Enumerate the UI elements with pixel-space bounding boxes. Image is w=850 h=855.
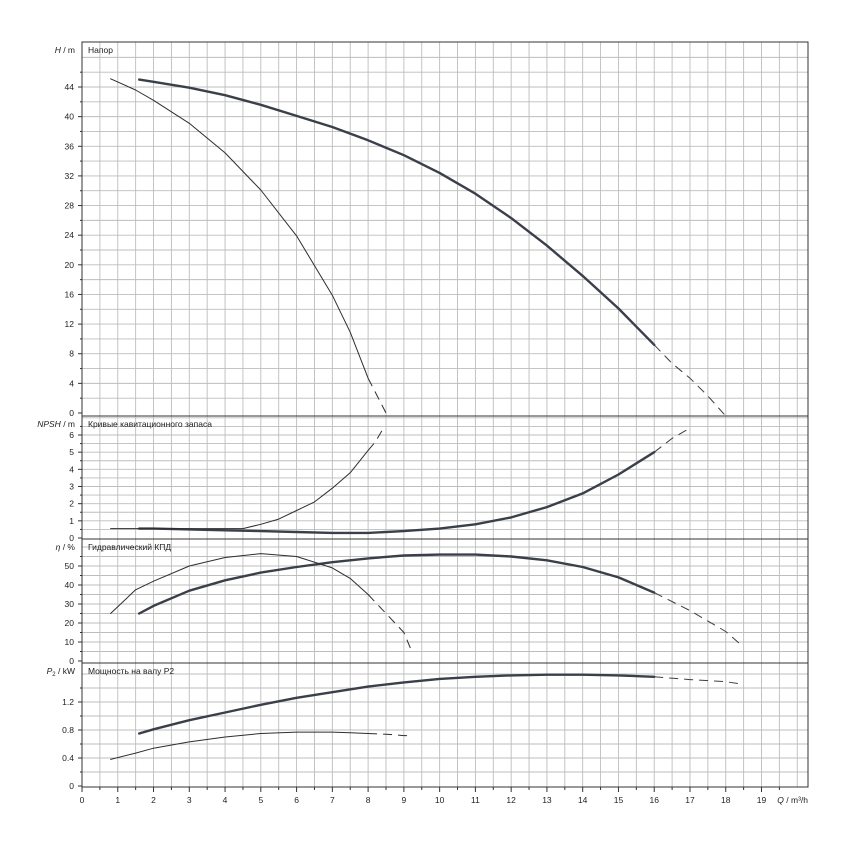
- y-tick-label: 4: [69, 378, 74, 388]
- curve-heavy-extension-efficiency: [653, 592, 741, 645]
- panel-efficiency: 0 10 20 30 40 50 η / % Гидравлический КПД: [56, 538, 809, 666]
- y-tick-label: 50: [65, 561, 75, 571]
- x-axis-label: Q / m³/h: [777, 795, 808, 805]
- curve-thin-extension-efficiency: [367, 594, 412, 650]
- x-tick-label: 2: [151, 795, 156, 805]
- y-axis-label: η / %: [56, 542, 76, 552]
- panel-title: Гидравлический КПД: [88, 542, 171, 552]
- y-axis-label: H / m: [55, 45, 75, 55]
- panel-title: Мощность на валу P2: [88, 666, 174, 676]
- curve-thin-npsh: [110, 449, 369, 530]
- y-tick-label: 0: [69, 408, 74, 418]
- x-tick-label: 15: [614, 795, 624, 805]
- x-tick-label: 13: [542, 795, 552, 805]
- panel-frame: [81, 538, 809, 664]
- y-tick-label: 20: [65, 260, 75, 270]
- curve-thin-power: [110, 731, 369, 760]
- y-tick-label: 6: [69, 430, 74, 440]
- panel-head: 0 4 8 12 16 20 24 28 32 36 40 44 H / m Напор: [55, 41, 809, 418]
- panel-frame: [81, 41, 809, 417]
- curve-heavy-extension-npsh: [653, 427, 691, 453]
- y-tick-label: 32: [65, 171, 75, 181]
- curve-heavy-extension-head: [653, 344, 727, 416]
- y-tick-label: 36: [65, 141, 75, 151]
- curves: [110, 553, 741, 650]
- y-tick-label: 0: [69, 781, 74, 791]
- y-tick-label: 10: [65, 637, 75, 647]
- curve-thin-extension-npsh: [367, 429, 383, 451]
- curve-heavy-npsh: [137, 451, 656, 535]
- curve-thin-efficiency: [110, 553, 369, 614]
- curve-heavy-efficiency: [137, 553, 656, 615]
- x-tick-label: 9: [402, 795, 407, 805]
- y-tick-label: 0.4: [62, 753, 74, 763]
- y-tick-label: 0: [69, 533, 74, 543]
- curve-thin-extension-power: [368, 733, 411, 737]
- x-tick-label: 4: [223, 795, 228, 805]
- y-tick-label: 16: [65, 289, 75, 299]
- y-tick-label: 30: [65, 599, 75, 609]
- curve-heavy-power: [137, 673, 656, 735]
- panel-power: 00.40.81.2P2 / kW Мощность на валу P20 1 2 3…: [47, 662, 809, 805]
- curves: [110, 78, 727, 416]
- y-tick-label: 0: [69, 656, 74, 666]
- x-tick-label: 14: [578, 795, 588, 805]
- x-tick-label: 3: [187, 795, 192, 805]
- y-tick-label: 2: [69, 499, 74, 509]
- curves: [110, 427, 691, 535]
- curve-heavy-extension-power: [654, 676, 741, 685]
- x-tick-label: 12: [506, 795, 516, 805]
- curve-heavy-head: [137, 78, 656, 346]
- x-tick-label: 5: [258, 795, 263, 805]
- y-tick-label: 0.8: [62, 725, 74, 735]
- x-tick-label: 11: [471, 795, 480, 805]
- panel-title: Напор: [88, 45, 113, 55]
- x-tick-label: 18: [721, 795, 731, 805]
- x-tick-label: 19: [757, 795, 767, 805]
- panel-title: Кривые кавитационного запаса: [88, 419, 212, 429]
- y-tick-label: 1.2: [62, 697, 74, 707]
- x-tick-label: 10: [435, 795, 445, 805]
- y-axis-label: P2 / kW: [47, 666, 75, 678]
- curves: [110, 673, 741, 760]
- y-tick-label: 24: [65, 230, 75, 240]
- y-tick-label: 8: [69, 349, 74, 359]
- x-tick-label: 8: [366, 795, 371, 805]
- y-tick-label: 28: [65, 201, 75, 211]
- y-tick-label: 4: [69, 464, 74, 474]
- x-tick-label: 17: [685, 795, 695, 805]
- x-tick-label: 7: [330, 795, 335, 805]
- y-tick-label: 1: [69, 516, 74, 526]
- y-tick-label: 20: [65, 618, 75, 628]
- x-tick-label: 0: [80, 795, 85, 805]
- y-axis-label: NPSH / m: [37, 419, 75, 429]
- x-tick-label: 16: [649, 795, 659, 805]
- curve-thin-head: [110, 78, 369, 379]
- x-tick-label: 1: [115, 795, 120, 805]
- y-tick-label: 5: [69, 447, 74, 457]
- panel-frame: [81, 662, 809, 788]
- y-tick-label: 40: [65, 112, 75, 122]
- y-tick-label: 40: [65, 580, 75, 590]
- y-tick-label: 3: [69, 482, 74, 492]
- x-tick-label: 6: [294, 795, 299, 805]
- y-tick-label: 12: [65, 319, 75, 329]
- curve-thin-extension-head: [367, 377, 389, 416]
- y-tick-label: 44: [65, 82, 75, 92]
